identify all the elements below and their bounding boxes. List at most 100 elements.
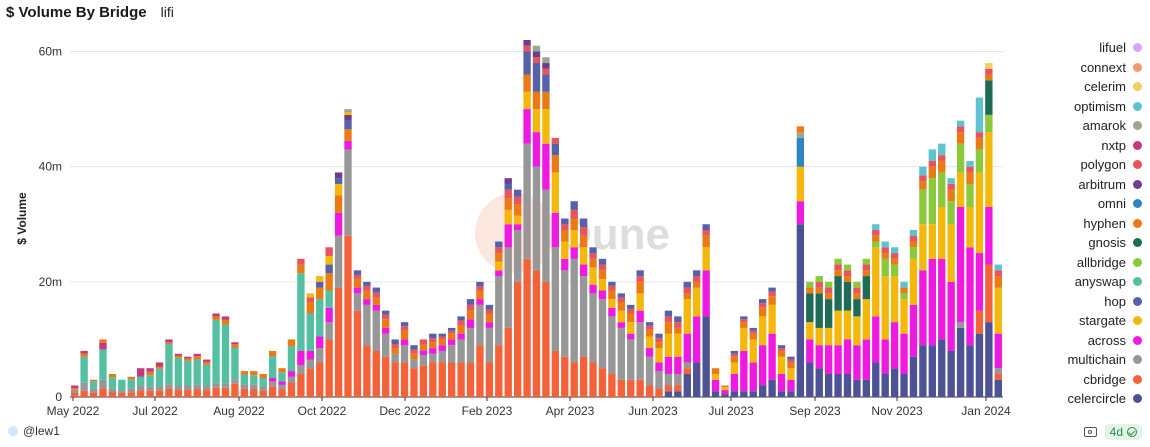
bar-segment-polygon [589, 253, 597, 259]
bar-segment-hyphen [740, 322, 748, 328]
bar-segment-across [787, 379, 795, 392]
bar-segment-nxtp [231, 342, 239, 345]
legend-item-allbridge[interactable]: allbridge [1032, 253, 1142, 273]
bar-segment-polygon [947, 183, 955, 190]
bar-segment-hop [363, 281, 371, 286]
bar-segment-hyphen [975, 137, 984, 150]
bar-segment-allbridge [975, 149, 984, 173]
legend-item-celercircle[interactable]: celercircle [1032, 389, 1142, 409]
bar-segment-arbitrum [532, 51, 541, 58]
bar-segment-multichain [466, 327, 475, 363]
bar-segment-hyphen [617, 301, 625, 311]
bar-segment-cbridge [561, 356, 569, 397]
bar-segment-hop [787, 356, 795, 360]
bar-segment-multichain [994, 368, 1002, 374]
bar-segment-stargate [325, 255, 333, 265]
bar-segment-polygon [495, 247, 503, 254]
legend-item-hop[interactable]: hop [1032, 292, 1142, 312]
legend-item-gnosis[interactable]: gnosis [1032, 233, 1142, 253]
bar-segment-celercircle [928, 345, 936, 397]
legend-item-connext[interactable]: connext [1032, 58, 1142, 78]
bar-segment-stargate [787, 368, 795, 380]
bar-segment-allbridge [815, 276, 823, 282]
bar-segment-cbridge [287, 382, 296, 397]
x-tick-label: Jul 2022 [132, 404, 178, 418]
legend-item-across[interactable]: across [1032, 331, 1142, 351]
bar-segment-multichain [956, 322, 965, 328]
legend-item-omni[interactable]: omni [1032, 194, 1142, 214]
camera-icon[interactable] [1083, 427, 1097, 437]
bar-segment-multichain [80, 382, 88, 391]
bar-segment-cbridge [165, 388, 173, 397]
bar-segment-cbridge [429, 362, 437, 397]
bar-segment-hop [579, 218, 588, 228]
bar-segment-stargate [608, 299, 616, 308]
bar-segment-polygon [579, 227, 588, 236]
bar-segment-multichain [193, 384, 201, 390]
bar-segment-gnosis [853, 299, 861, 317]
bar-segment-celercircle [834, 373, 842, 397]
bar-segment-across [806, 339, 814, 363]
y-axis-label: $ Volume [15, 192, 29, 245]
legend-item-stargate[interactable]: stargate [1032, 311, 1142, 331]
bar-segment-across [872, 316, 880, 363]
legend-item-arbitrum[interactable]: arbitrum [1032, 175, 1142, 195]
legend-item-hyphen[interactable]: hyphen [1032, 214, 1142, 234]
bar-segment-stargate [617, 310, 625, 323]
bar-segment-polygon [485, 309, 494, 314]
bar-segment-allbridge [890, 264, 899, 277]
bar-segment-multichain [683, 362, 691, 369]
bar-segment-polygon [655, 338, 663, 343]
freshness-badge: 4d [1104, 424, 1142, 440]
legend-item-anyswap[interactable]: anyswap [1032, 272, 1142, 292]
bar-segment-across [975, 253, 984, 311]
legend-swatch [1133, 101, 1142, 111]
bar-segment-polygon [768, 291, 776, 297]
legend-item-polygon[interactable]: polygon [1032, 155, 1142, 175]
bar-segment-cbridge [184, 390, 192, 397]
bar-segment-cbridge [212, 387, 220, 397]
legend-label: cbridge [1083, 371, 1126, 387]
bar-segment-across [956, 206, 965, 323]
bar-segment-hyphen [146, 371, 154, 376]
bar-segment-anyswap [231, 347, 239, 380]
bar-segment-anyswap [212, 319, 220, 384]
bar-segment-across [306, 350, 314, 360]
bar-segment-anyswap [80, 356, 88, 383]
bar-segment-multichain [598, 299, 607, 369]
bar-segment-hyphen [429, 342, 437, 349]
bar-segment-polygon [919, 175, 927, 182]
legend-item-optimism[interactable]: optimism [1032, 97, 1142, 117]
bar-segment-cbridge [551, 350, 560, 397]
legend-item-lifuel[interactable]: lifuel [1032, 38, 1142, 58]
bar-segment-cbridge [268, 386, 277, 397]
bar-segment-hyphen [730, 356, 739, 363]
bar-segment-hyphen [872, 235, 880, 242]
legend-item-cbridge[interactable]: cbridge [1032, 370, 1142, 390]
bar-segment-cbridge [71, 392, 79, 397]
chart-header: $ Volume By Bridge lifi [6, 4, 174, 26]
bar-segment-stargate [900, 299, 908, 334]
legend-item-multichain[interactable]: multichain [1032, 350, 1142, 370]
bar-segment-polygon [419, 339, 428, 345]
bar-segment-across [815, 345, 823, 369]
bar-segment-polygon [824, 287, 833, 294]
bar-segment-cbridge [683, 368, 691, 374]
bar-segment-hop [749, 327, 757, 331]
bar-segment-stargate [730, 362, 739, 374]
bar-segment-across [325, 307, 333, 323]
bar-segment-allbridge [956, 143, 965, 173]
bar-segment-cbridge [202, 390, 211, 397]
bar-segment-celercircle [664, 391, 673, 397]
author-tag[interactable]: @lew1 [8, 424, 60, 438]
bar-segment-celerim [985, 63, 993, 69]
legend-item-nxtp[interactable]: nxtp [1032, 136, 1142, 156]
legend-item-amarok[interactable]: amarok [1032, 116, 1142, 136]
bar-segment-cbridge [99, 388, 107, 397]
bar-segment-celercircle [862, 379, 871, 397]
bar-segment-anyswap [89, 381, 98, 389]
legend-item-celerim[interactable]: celerim [1032, 77, 1142, 97]
legend-swatch [1133, 218, 1142, 228]
bar-segment-nxtp [174, 353, 183, 356]
bar-segment-allbridge [919, 189, 927, 225]
